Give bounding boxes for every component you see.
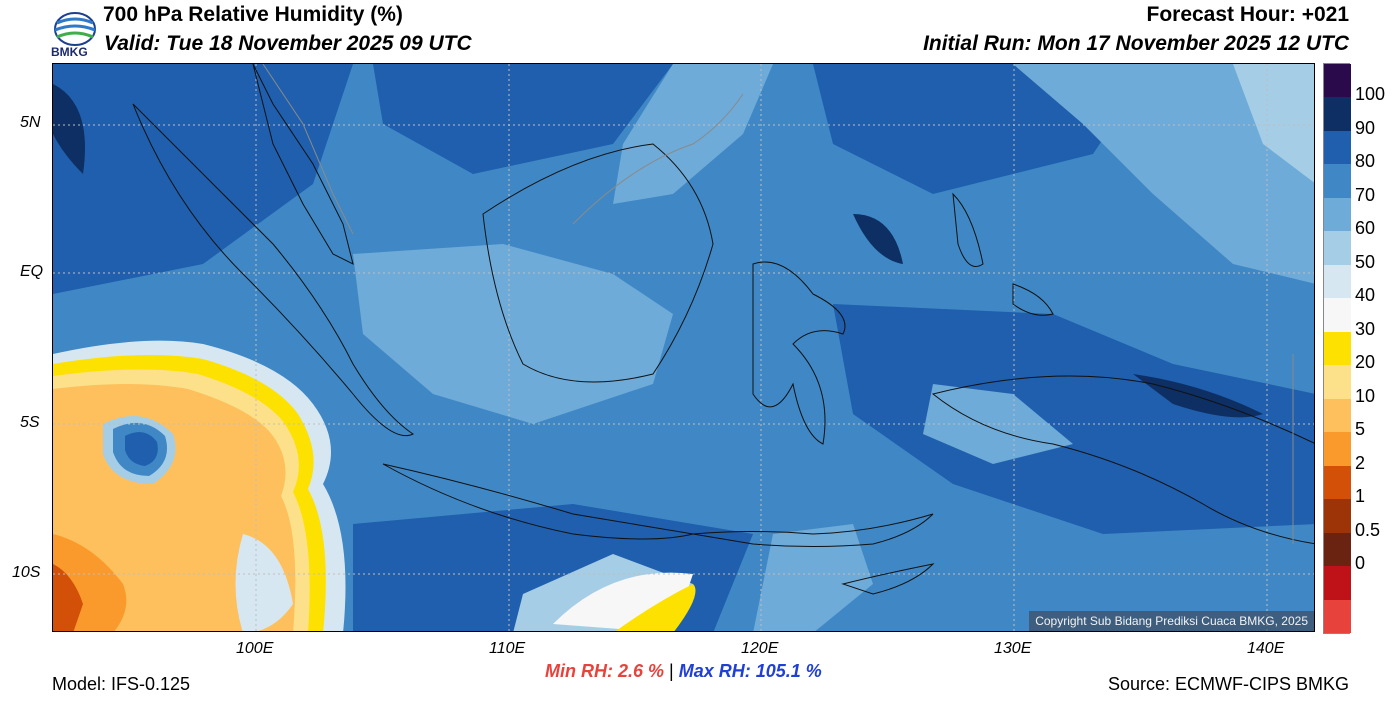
lon-label-140e: 140E bbox=[1247, 640, 1285, 657]
colorbar-swatch bbox=[1324, 499, 1351, 533]
colorbar-label: 30 bbox=[1355, 318, 1376, 339]
lat-label-eq: EQ bbox=[20, 263, 44, 280]
colorbar-swatch bbox=[1324, 599, 1351, 633]
stats-separator: | bbox=[669, 661, 674, 681]
colorbar-swatch bbox=[1324, 264, 1351, 299]
colorbar-label: 60 bbox=[1355, 218, 1376, 239]
lon-label-130e: 130E bbox=[994, 640, 1032, 657]
lon-label-100e: 100E bbox=[236, 640, 274, 657]
lat-label-5n: 5N bbox=[20, 114, 41, 131]
colorbar-label: 10 bbox=[1355, 385, 1376, 406]
colorbar-label: 100 bbox=[1355, 84, 1386, 105]
logo-text: BMKG bbox=[51, 45, 88, 59]
colorbar-label: 50 bbox=[1355, 251, 1376, 272]
humidity-field bbox=[53, 64, 1314, 631]
lon-label-110e: 110E bbox=[489, 640, 526, 657]
colorbar-swatch bbox=[1324, 97, 1351, 131]
colorbar bbox=[1323, 63, 1351, 634]
colorbar-label: 0 bbox=[1355, 553, 1366, 574]
colorbar-label: 5 bbox=[1355, 419, 1366, 440]
minmax-stats: Min RH: 2.6 % | Max RH: 105.1 % bbox=[545, 661, 822, 682]
lon-label-120e: 120E bbox=[741, 640, 779, 657]
lat-label-10s: 10S bbox=[12, 564, 41, 581]
colorbar-swatch bbox=[1324, 130, 1351, 165]
colorbar-swatch bbox=[1324, 231, 1351, 265]
colorbar-swatch bbox=[1324, 465, 1351, 500]
colorbar-swatch bbox=[1324, 432, 1351, 466]
colorbar-swatch bbox=[1324, 532, 1351, 567]
valid-time: Valid: Tue 18 November 2025 09 UTC bbox=[104, 32, 472, 55]
colorbar-label: 80 bbox=[1355, 151, 1376, 172]
bmkg-logo-icon bbox=[54, 12, 96, 46]
colorbar-label: 2 bbox=[1355, 452, 1366, 473]
colorbar-swatch bbox=[1324, 331, 1351, 366]
min-rh: Min RH: 2.6 % bbox=[545, 661, 665, 681]
model-label: Model: IFS-0.125 bbox=[52, 674, 191, 694]
copyright-notice: Copyright Sub Bidang Prediksi Cuaca BMKG… bbox=[1029, 611, 1314, 631]
colorbar-label: 70 bbox=[1355, 184, 1376, 205]
colorbar-label: 40 bbox=[1355, 285, 1376, 306]
colorbar-label: 0.5 bbox=[1355, 519, 1381, 540]
colorbar-swatch bbox=[1324, 197, 1351, 232]
humidity-map[interactable]: Copyright Sub Bidang Prediksi Cuaca BMKG… bbox=[52, 63, 1315, 632]
colorbar-swatch bbox=[1324, 164, 1351, 198]
forecast-hour: Forecast Hour: +021 bbox=[1146, 3, 1350, 26]
colorbar-label: 20 bbox=[1355, 352, 1376, 373]
source-label: Source: ECMWF-CIPS BMKG bbox=[1107, 674, 1349, 694]
lat-label-5s: 5S bbox=[20, 414, 40, 431]
colorbar-label: 90 bbox=[1355, 117, 1376, 138]
max-rh: Max RH: 105.1 % bbox=[678, 661, 822, 681]
colorbar-swatch bbox=[1324, 566, 1351, 600]
colorbar-swatch bbox=[1324, 298, 1351, 332]
initial-run: Initial Run: Mon 17 November 2025 12 UTC bbox=[923, 32, 1349, 55]
colorbar-swatch bbox=[1324, 365, 1351, 399]
colorbar-swatch bbox=[1324, 398, 1351, 433]
colorbar-swatch bbox=[1324, 64, 1351, 98]
chart-title: 700 hPa Relative Humidity (%) bbox=[103, 3, 403, 26]
colorbar-label: 1 bbox=[1355, 486, 1366, 507]
